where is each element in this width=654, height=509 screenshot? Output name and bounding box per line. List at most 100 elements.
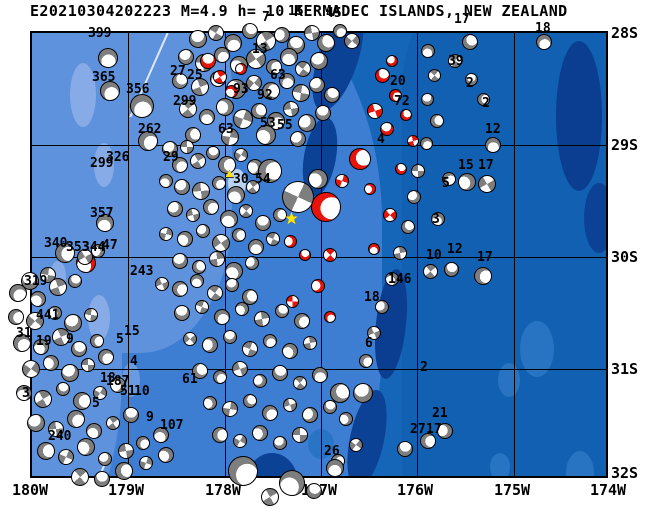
focal-mechanism-gray [83,307,99,323]
focal-mechanism-gray [418,135,434,151]
event-number-label: 45 [326,6,342,21]
y-tick-28s: 28S [611,24,639,42]
event-number-label: 187 [106,374,130,389]
gridline-29s [32,145,606,146]
focal-mechanism-gray [208,250,226,268]
focal-mechanism-gray [81,358,95,372]
focal-mechanism-gray [418,41,438,61]
event-number-label: 6 [365,336,373,351]
focal-mechanism-gray [291,310,313,332]
focal-mechanism-gray [184,206,202,224]
focal-mechanism-gray [211,368,229,386]
focal-mechanism-gray [116,441,136,461]
event-number-label: 29 [163,150,179,165]
focal-mechanism-gray [119,403,143,427]
event-number-label: 13 [252,42,268,57]
focal-mechanism-gray [243,394,257,408]
event-number-label: 27 [170,64,186,79]
focal-mechanism-gray [424,65,444,85]
focal-mechanism-gray [180,329,200,349]
focal-mechanism-gray [87,331,107,351]
focal-mechanism-gray [399,218,417,236]
event-number-label: 18 [100,371,116,386]
event-number-label: 5 [92,396,100,411]
event-number-label: 47 [102,238,118,253]
x-tick-174w: 174W [589,481,627,499]
focal-mechanism-gray [242,253,262,273]
focal-mechanism-gray [170,251,190,271]
event-title: E20210304202223 M=4.9 h= 10 KERMADEC ISL… [30,2,568,20]
focal-mechanism-gray [470,263,496,289]
focal-mechanism-gray [98,452,112,466]
event-number-label: 3 [22,386,30,401]
event-number-label: 344 [82,240,106,255]
focal-mechanism-gray [482,134,504,156]
event-number-label: 365 [92,70,116,85]
event-number-label: 107 [160,418,184,433]
focal-mechanism-gray [239,338,261,360]
event-number-label: 26 [324,444,340,459]
focal-mechanism-gray [263,229,283,249]
focal-mechanism-gray [157,172,175,190]
focal-mechanism-gray [67,464,93,490]
event-number-label: 10 [134,384,150,399]
focal-mechanism-gray [474,171,500,197]
y-tick-30s: 30S [611,248,639,266]
focal-mechanism-gray [198,333,222,357]
focal-mechanism-gray [103,413,123,433]
focal-mechanism-red [296,246,314,264]
focal-mechanism-gray [440,258,462,280]
event-number-label: 146 [388,272,412,287]
focal-mechanism-gray [176,230,194,248]
focal-mechanism-gray [195,223,211,239]
event-number-label: 243 [130,264,154,279]
focal-mechanism-gray [191,181,211,201]
event-number-label: 12 [447,242,463,257]
event-number-label: 357 [90,206,114,221]
focal-mechanism-gray [94,44,122,72]
focal-mechanism-red [386,55,398,67]
focal-mechanism-gray [418,90,436,108]
focal-mechanism-gray [220,399,240,419]
event-number-label: 63 [270,68,286,83]
focal-mechanism-gray [405,188,423,206]
gridline-175w [514,33,515,476]
y-tick-32s: 32S [611,464,639,482]
focal-mechanism-gray [208,423,232,447]
event-number-label: 19 [36,334,52,349]
event-number-label: 3 [432,212,440,227]
focal-mechanism-gray [220,327,240,347]
focal-mechanism-gray [193,298,211,316]
beachball-layer: 399 365 356 262 27 25 299 13 63 93 92 53 55 63 29 326 29… [4,5,608,509]
focal-mechanism-gray [236,201,256,221]
focal-mechanism-red [365,240,383,258]
focal-mechanism-gray [346,435,366,455]
focal-mechanism-red [405,133,421,149]
event-number-label: 53 [260,116,276,131]
focal-mechanism-gray [156,445,176,465]
focal-mechanism-gray [171,302,193,324]
focal-mechanism-gray [235,302,249,316]
event-number-label: 18 [364,290,380,305]
x-tick-175w: 175W [493,481,531,499]
event-number-label: 93 [233,82,249,97]
event-number-label: 17 [454,12,470,27]
focal-mechanism-gray [4,305,28,329]
event-number-label: 54 [255,172,271,187]
focal-mechanism-gray [281,99,301,119]
focal-mechanism-gray [309,364,331,386]
event-number-label: 72 [394,94,410,109]
focal-mechanism-gray [187,271,207,291]
focal-mechanism-gray [26,413,46,433]
event-number-label: 319 [24,274,48,289]
focal-mechanism-gray [257,484,283,509]
focal-mechanism-gray [460,32,480,52]
focal-mechanism-gray [268,361,292,385]
focal-mechanism-gray [260,403,280,423]
focal-mechanism-gray [250,371,270,391]
focal-mechanism-gray [419,260,441,282]
event-number-label: 17 [477,250,493,265]
focal-mechanism-gray [292,427,308,443]
focal-mechanism-red [280,231,300,251]
focal-mechanism-gray [230,431,250,451]
